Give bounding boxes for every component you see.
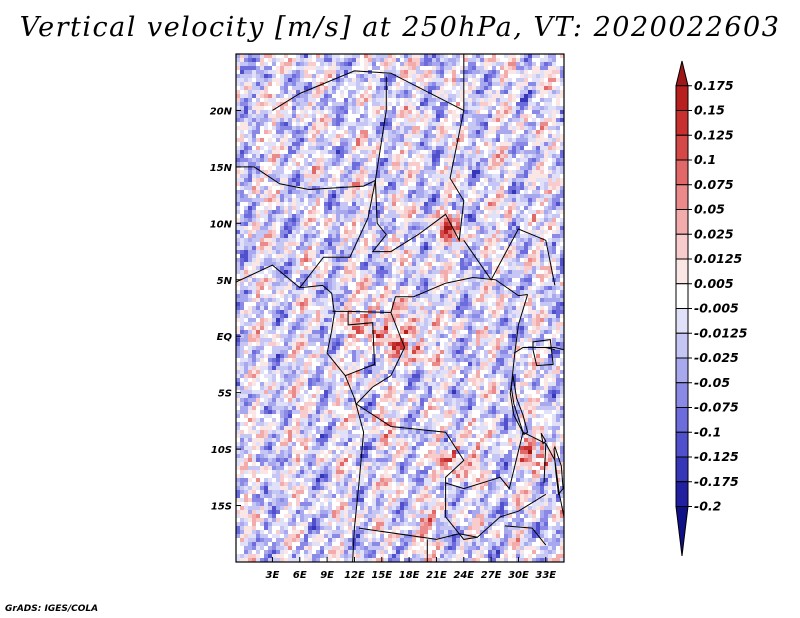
x-tick-label: 24E <box>453 570 474 581</box>
colorbar-label: -0.2 <box>694 499 721 514</box>
x-tick-label: 27E <box>481 570 502 581</box>
colorbar-swatch <box>675 357 689 384</box>
y-tick-label: 5N <box>217 276 233 287</box>
colorbar-swatch <box>675 184 689 210</box>
x-tick-label: 30E <box>508 570 529 581</box>
x-tick-label: 15E <box>371 570 392 581</box>
colorbar-label: -0.025 <box>694 350 739 365</box>
colorbar-swatch <box>675 258 689 285</box>
colorbar-label: 0.05 <box>694 202 725 217</box>
colorbar-label: 0.15 <box>694 103 725 118</box>
velocity-field <box>236 54 564 562</box>
colorbar-bottom-tip <box>675 506 689 557</box>
y-tick-label: 15S <box>211 502 232 513</box>
colorbar-label: 0.125 <box>694 127 734 142</box>
colorbar-top-tip <box>675 60 689 87</box>
colorbar-label: -0.175 <box>694 474 739 489</box>
colorbar-swatch <box>675 332 689 359</box>
x-tick-label: 33E <box>535 570 556 581</box>
x-tick-label: 6E <box>293 570 307 581</box>
y-tick-label: 10N <box>210 219 233 230</box>
colorbar-swatch <box>675 308 689 334</box>
y-tick-label: 20N <box>210 106 233 117</box>
colorbar-label: 0.1 <box>694 152 716 167</box>
map-title: Vertical velocity [m/s] at 250hPa, VT: 2… <box>19 12 781 43</box>
colorbar-swatch <box>675 209 689 235</box>
x-tick-label: 9E <box>320 570 334 581</box>
country-borders <box>236 54 564 562</box>
y-tick-label: 15N <box>210 163 233 174</box>
colorbar-swatch <box>675 85 689 111</box>
colorbar-swatch <box>675 481 689 507</box>
colorbar-swatch <box>675 233 689 260</box>
x-tick-label: 3E <box>266 570 280 581</box>
colorbar-label: 0.025 <box>694 226 734 241</box>
colorbar-label: -0.075 <box>694 400 739 415</box>
x-tick-label: 21E <box>426 570 447 581</box>
grads-credit: GrADS: IGES/COLA <box>5 604 99 614</box>
colorbar-swatch <box>675 134 689 161</box>
colorbar-label: 0.175 <box>694 78 734 93</box>
colorbar-label: 0.075 <box>694 177 734 192</box>
colorbar-label: -0.0125 <box>694 325 748 340</box>
map-axes: 3E 6E 9E 12E 15E 18E 21E 24E 27E 30E 33E 20N 15N 10N 5… <box>210 106 557 581</box>
colorbar-swatch <box>675 159 689 186</box>
colorbar-swatch <box>675 456 689 483</box>
y-tick-label: 10S <box>211 445 232 456</box>
colorbar: 0.175 0.15 0.125 0.1 0.075 0.05 0.025 0.0125 0.0… <box>675 60 748 557</box>
colorbar-swatch <box>675 283 689 309</box>
colorbar-label: -0.125 <box>694 449 739 464</box>
y-tick-label: 5S <box>218 389 232 400</box>
x-tick-label: 12E <box>344 570 365 581</box>
colorbar-swatch <box>675 431 689 458</box>
colorbar-label: -0.1 <box>694 424 721 439</box>
x-tick-label: 18E <box>399 570 420 581</box>
colorbar-swatch <box>675 407 689 433</box>
colorbar-label: 0.0125 <box>694 251 743 266</box>
map-frame <box>235 53 565 563</box>
colorbar-swatch <box>675 382 689 408</box>
colorbar-label: -0.05 <box>694 375 730 390</box>
colorbar-label: 0.005 <box>694 276 734 291</box>
colorbar-label: -0.005 <box>694 301 739 316</box>
colorbar-swatch <box>675 110 689 136</box>
y-tick-label: EQ <box>217 332 233 343</box>
